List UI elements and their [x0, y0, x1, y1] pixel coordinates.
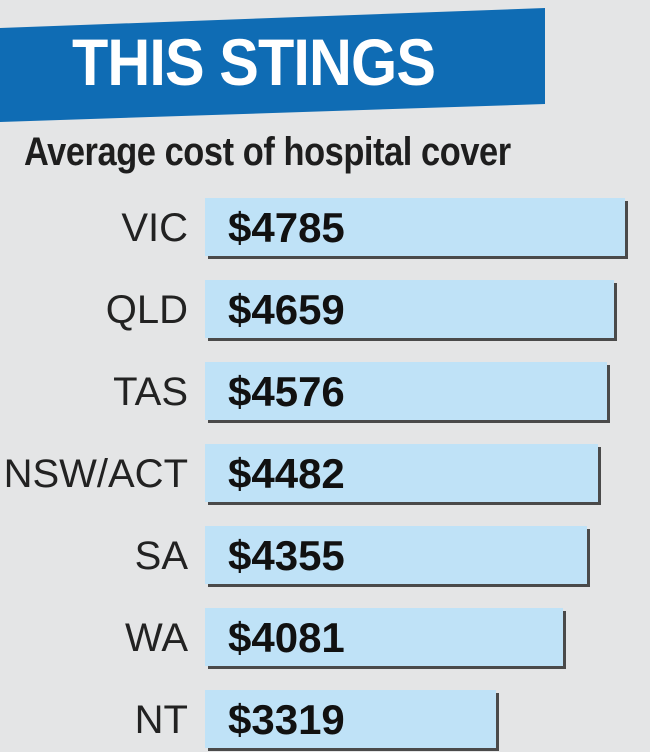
value-label: $4482	[228, 450, 345, 497]
category-label: WA	[125, 616, 188, 660]
bar-nt	[205, 690, 496, 748]
bar-qld	[205, 280, 614, 338]
category-label: QLD	[106, 288, 188, 332]
value-label: $4576	[228, 368, 345, 415]
value-label: $4785	[228, 204, 345, 251]
category-label: VIC	[121, 206, 188, 250]
category-label: NSW/ACT	[4, 452, 188, 496]
category-label: NT	[135, 698, 188, 742]
value-label: $4355	[228, 532, 345, 579]
value-label: $4659	[228, 286, 345, 333]
headline-text: THIS STINGS	[72, 25, 436, 99]
chart-subtitle: Average cost of hospital cover	[24, 130, 511, 174]
banner-shape	[0, 8, 545, 122]
bar-nswact	[205, 444, 598, 502]
category-label: TAS	[113, 370, 188, 414]
bar-wa	[205, 608, 563, 666]
bar-sa	[205, 526, 587, 584]
bar-vic	[205, 198, 625, 256]
bar-chart: VIC $4785 QLD $4659 TAS $4576 NSW/ACT $4482 SA $4…	[4, 198, 628, 751]
headline-banner	[0, 8, 545, 122]
category-label: SA	[135, 534, 189, 578]
bar-tas	[205, 362, 607, 420]
value-label: $3319	[228, 696, 345, 743]
value-label: $4081	[228, 614, 345, 661]
